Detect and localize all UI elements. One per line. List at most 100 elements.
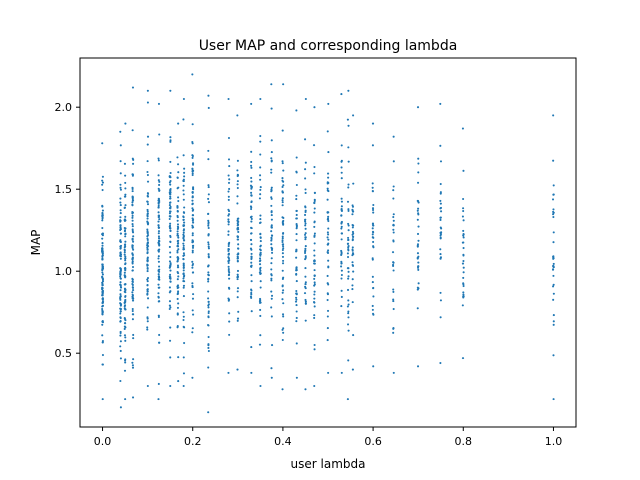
data-point [281, 177, 284, 180]
data-point [271, 251, 274, 254]
data-point [250, 180, 253, 183]
data-point [131, 366, 135, 369]
data-point [207, 316, 210, 319]
data-point [169, 171, 172, 175]
data-point [227, 268, 230, 271]
data-point [236, 169, 239, 172]
data-point [228, 165, 231, 168]
data-point [259, 269, 262, 272]
data-point [169, 140, 172, 143]
data-point [168, 201, 172, 204]
data-point [227, 223, 230, 226]
data-point [439, 102, 442, 105]
data-point [147, 297, 150, 300]
data-point [227, 259, 230, 263]
data-point [281, 162, 284, 165]
data-point [158, 183, 161, 187]
data-point [351, 204, 354, 207]
data-point [417, 181, 420, 184]
data-point [119, 219, 122, 222]
data-point [270, 277, 273, 280]
data-point [282, 216, 285, 220]
data-point [177, 199, 180, 203]
data-point [176, 209, 179, 212]
data-point [119, 312, 122, 315]
data-point [157, 398, 160, 401]
data-point [259, 186, 262, 189]
data-point [169, 183, 172, 186]
data-point [123, 162, 126, 165]
data-point [227, 233, 230, 236]
data-point [101, 257, 104, 260]
data-point [304, 247, 307, 250]
data-point [191, 260, 194, 263]
data-point [124, 269, 127, 272]
data-point [157, 300, 160, 303]
data-point [123, 334, 127, 337]
data-point [259, 299, 262, 302]
data-point [351, 288, 354, 291]
data-point [295, 223, 298, 226]
data-point [119, 284, 122, 287]
data-point [227, 242, 230, 246]
data-point [551, 198, 555, 201]
data-point [326, 217, 330, 220]
data-point [123, 248, 126, 251]
data-point [351, 223, 354, 227]
data-point [340, 93, 343, 96]
data-point [312, 144, 316, 147]
data-point [372, 211, 375, 214]
data-point [327, 242, 330, 245]
data-point [123, 327, 126, 331]
data-point [191, 309, 194, 312]
data-point [119, 406, 122, 409]
data-point [131, 190, 134, 193]
data-point [191, 172, 194, 175]
data-point [146, 264, 149, 267]
data-point [250, 160, 253, 164]
data-point [295, 213, 298, 216]
data-point [191, 240, 194, 243]
data-point [340, 289, 343, 292]
data-point [295, 109, 298, 112]
data-point [131, 216, 134, 219]
data-point [270, 376, 273, 379]
data-point [439, 160, 443, 163]
data-point [392, 300, 395, 303]
data-point [131, 299, 135, 302]
data-point [326, 187, 329, 190]
data-point [439, 236, 442, 239]
data-point [327, 215, 330, 218]
data-point [259, 178, 262, 181]
data-point [351, 264, 355, 267]
data-point [207, 212, 210, 215]
data-point [304, 236, 307, 239]
data-point [295, 298, 298, 301]
data-point [157, 214, 160, 217]
data-point [327, 259, 330, 262]
data-point [176, 278, 179, 281]
data-point [169, 229, 172, 232]
data-point [124, 174, 127, 177]
data-point [259, 263, 262, 266]
data-point [392, 228, 395, 231]
data-point [207, 243, 210, 246]
data-point [101, 300, 105, 303]
data-point [439, 191, 442, 194]
data-point [146, 101, 149, 104]
data-point [439, 218, 442, 222]
data-point [191, 376, 194, 379]
data-point [101, 227, 104, 230]
data-point [327, 266, 330, 269]
data-point [236, 114, 239, 117]
data-point [146, 293, 149, 296]
data-point [123, 267, 126, 270]
data-point [119, 247, 122, 250]
data-point [326, 293, 330, 296]
data-point [304, 211, 307, 214]
data-point [439, 207, 442, 210]
data-point [270, 160, 273, 163]
data-point [346, 323, 350, 326]
data-point [123, 283, 126, 286]
data-point [157, 249, 160, 252]
